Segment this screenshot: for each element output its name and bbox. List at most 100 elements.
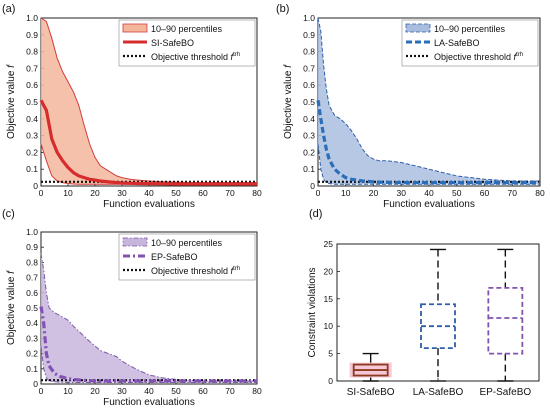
percentile-band — [318, 18, 540, 185]
legend-threshold-text: Objective threshold — [151, 52, 231, 62]
y-tick-label: 0.4 — [26, 318, 38, 328]
x-tick-label: 20 — [90, 188, 100, 198]
panel-a: (a) 0 0.1 0.2 0.3 0.4 0.5 0.6 0.7 0.8 0.9 1.0 0 10 20 3… — [2, 3, 262, 210]
y-tick-label: 0.3 — [303, 131, 315, 141]
legend-band-label: 10–90 percentiles — [434, 24, 506, 34]
panel-d: (d) 0 5 10 15 20 25 SI-SafeBO LA-SafeBO EP-SafeBO… — [307, 208, 540, 398]
panel-label: (a) — [2, 3, 15, 15]
y-tick-label: 0.5 — [26, 97, 38, 107]
legend-threshold-label: Objective threshold ftrh — [151, 266, 240, 276]
y-tick-label: 25 — [324, 239, 334, 249]
legend-median-label: EP-SafeBO — [151, 252, 198, 262]
x-tick-label: 0 — [39, 386, 44, 396]
y-axis-label-text: Objective value — [6, 68, 17, 139]
x-tick-label: 50 — [452, 188, 462, 198]
x-tick-label: 70 — [508, 188, 518, 198]
band-upper-edge — [317, 17, 540, 182]
x-tick-label: 50 — [171, 188, 181, 198]
x-tick-label: 60 — [480, 188, 490, 198]
y-tick-label: 0.4 — [303, 114, 315, 124]
y-tick-label: 0.8 — [26, 47, 38, 57]
x-tick-label: 70 — [225, 188, 235, 198]
x-tick-label: LA-SafeBO — [413, 387, 464, 398]
box-ep-safebo — [487, 248, 524, 382]
y-axis-label-text: Objective value — [6, 274, 17, 345]
legend: 10–90 percentiles LA-SafeBO Objective thre… — [401, 19, 539, 67]
x-tick-label: 40 — [424, 188, 434, 198]
x-axis-label: Function evaluations — [103, 199, 195, 210]
band-lower-edge — [317, 143, 540, 185]
legend-band-swatch — [122, 237, 148, 247]
median-line — [39, 306, 257, 383]
y-tick-label: 0.6 — [26, 80, 38, 90]
y-tick-label: 0.2 — [303, 147, 315, 157]
x-tick-label: 60 — [198, 386, 208, 396]
x-tick-label: 0 — [39, 188, 44, 198]
y-tick-label: 0.7 — [26, 273, 38, 283]
x-tick-label: 30 — [397, 188, 407, 198]
legend-threshold-symbol: f — [514, 52, 518, 62]
y-tick-label: 20 — [324, 266, 334, 276]
panel-b: (b) 0 0.1 0.2 0.3 0.4 0.5 0.6 0.7 0.8 0.9 1.0 0 10 20 3… — [276, 3, 545, 210]
y-axis-label: Objective value f — [6, 270, 17, 345]
y-tick-label: 0.5 — [303, 97, 315, 107]
y-axis-label-text: Objective value — [283, 68, 294, 139]
x-tick-label: 10 — [63, 188, 73, 198]
y-tick-label: 0.8 — [26, 257, 38, 267]
y-tick-label: 1.0 — [26, 13, 38, 23]
legend: 10–90 percentiles SI-SafeBO Objective thre… — [118, 19, 256, 67]
y-tick-label: 0 — [310, 181, 315, 191]
y-axis-label: Objective value f — [6, 64, 17, 139]
y-tick-label: 0.1 — [303, 164, 315, 174]
y-axis-label-symbol: f — [6, 270, 17, 274]
y-tick-label: 0.4 — [26, 114, 38, 124]
y-tick-label: 0.1 — [26, 164, 38, 174]
y-tick-label: 0.7 — [303, 63, 315, 73]
legend-band-swatch — [122, 23, 148, 33]
percentile-band — [41, 18, 257, 185]
x-tick-label: 0 — [316, 188, 321, 198]
x-tick-label: 30 — [117, 188, 127, 198]
y-tick-label: 0.9 — [26, 30, 38, 40]
y-tick-label: 0 — [33, 379, 38, 389]
legend-median-label: LA-SafeBO — [434, 38, 480, 48]
x-tick-label: 20 — [90, 386, 100, 396]
y-tick-label: 0.6 — [303, 80, 315, 90]
panel-label: (c) — [2, 208, 15, 220]
x-tick-label: 10 — [341, 188, 351, 198]
y-tick-label: 5 — [328, 349, 333, 359]
x-tick-label: 40 — [144, 188, 154, 198]
y-tick-label: 1.0 — [303, 13, 315, 23]
panel-label: (b) — [276, 3, 289, 15]
y-tick-label: 0.3 — [26, 131, 38, 141]
legend-threshold-text: Objective threshold — [151, 266, 231, 276]
x-tick-label: 20 — [369, 188, 379, 198]
box-iqr — [487, 286, 524, 355]
x-tick-label: 40 — [144, 386, 154, 396]
x-tick-label: 80 — [252, 188, 262, 198]
x-tick-label: 80 — [252, 386, 262, 396]
legend-threshold-symbol: f — [231, 266, 235, 276]
x-tick-label: SI-SafeBO — [347, 387, 395, 398]
legend-band-label: 10–90 percentiles — [151, 238, 223, 248]
panel-label: (d) — [309, 208, 322, 220]
legend-threshold-symbol: f — [231, 52, 235, 62]
legend-band-swatch — [405, 23, 431, 33]
legend-threshold-text: Objective threshold — [434, 52, 514, 62]
x-axis-label: Function evaluations — [103, 397, 195, 408]
legend: 10–90 percentiles EP-SafeBO Objective thre… — [118, 233, 256, 281]
y-tick-label: 1.0 — [26, 227, 38, 237]
legend-median-label: SI-SafeBO — [151, 38, 194, 48]
box-si-safebo — [349, 352, 392, 382]
y-axis-label: Constraint violations — [307, 267, 318, 357]
y-tick-label: 0 — [33, 181, 38, 191]
y-tick-label: 0.1 — [26, 364, 38, 374]
y-tick-label: 0.5 — [26, 303, 38, 313]
legend-threshold-label: Objective threshold ftrh — [151, 52, 240, 62]
y-tick-label: 0.6 — [26, 288, 38, 298]
y-axis-label-symbol: f — [6, 64, 17, 68]
box-iqr — [420, 303, 456, 350]
box-la-safebo — [420, 248, 456, 382]
y-axis-label-symbol: f — [283, 64, 294, 68]
y-tick-label: 0.9 — [303, 30, 315, 40]
